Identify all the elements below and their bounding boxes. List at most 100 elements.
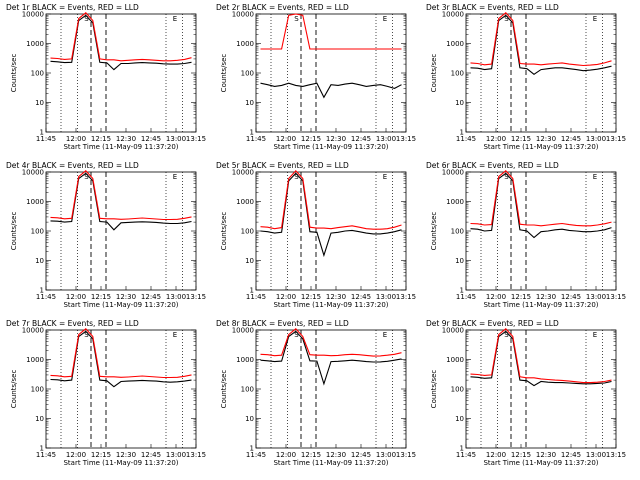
x-tick-label: 12:00 bbox=[486, 135, 506, 143]
y-tick-label: 10000 bbox=[232, 169, 254, 177]
x-tick-label: 11:45 bbox=[456, 135, 476, 143]
panel-title: Det 4r BLACK = Events, RED = LLD bbox=[6, 161, 139, 170]
y-tick-label: 1000 bbox=[26, 356, 44, 364]
y-tick-label: 10000 bbox=[442, 169, 464, 177]
y-tick-label: 100 bbox=[31, 228, 44, 236]
x-tick-label: 12:45 bbox=[141, 451, 161, 459]
x-tick-label: 13:00 bbox=[376, 451, 396, 459]
y-tick-label: 1 bbox=[250, 129, 254, 137]
panel-title: Det 6r BLACK = Events, RED = LLD bbox=[426, 161, 559, 170]
start-marker-label: S bbox=[84, 331, 89, 339]
x-tick-label: 12:00 bbox=[486, 451, 506, 459]
x-tick-label: 12:45 bbox=[351, 293, 371, 301]
x-tick-label: 12:15 bbox=[301, 451, 321, 459]
x-tick-label: 13:00 bbox=[586, 135, 606, 143]
x-axis-label: Start Time (11-May-09 11:37:20) bbox=[273, 301, 388, 309]
y-tick-label: 10000 bbox=[22, 327, 44, 335]
y-tick-label: 1000 bbox=[236, 40, 254, 48]
panel-9: Det 9r BLACK = Events, RED = LLD 1 10 100 10… bbox=[426, 319, 626, 467]
x-tick-label: 12:30 bbox=[116, 135, 136, 143]
y-tick-label: 100 bbox=[31, 386, 44, 394]
x-tick-label: 12:15 bbox=[91, 451, 111, 459]
x-tick-label: 12:30 bbox=[326, 293, 346, 301]
x-tick-label: 12:45 bbox=[561, 135, 581, 143]
x-tick-label: 13:15 bbox=[186, 293, 206, 301]
panel-title: Det 2r BLACK = Events, RED = LLD bbox=[216, 3, 349, 12]
x-tick-label: 12:00 bbox=[66, 451, 86, 459]
start-marker-label: S bbox=[504, 15, 509, 23]
x-tick-label: 13:00 bbox=[586, 293, 606, 301]
x-tick-label: 13:00 bbox=[166, 451, 186, 459]
x-tick-label: 12:00 bbox=[66, 293, 86, 301]
x-tick-label: 11:45 bbox=[246, 135, 266, 143]
lld-series-line bbox=[50, 12, 192, 62]
x-axis-label: Start Time (11-May-09 11:37:20) bbox=[273, 459, 388, 467]
x-tick-label: 12:45 bbox=[351, 135, 371, 143]
lld-series-line bbox=[260, 13, 402, 50]
x-axis-label: Start Time (11-May-09 11:37:20) bbox=[483, 459, 598, 467]
panel-title: Det 7r BLACK = Events, RED = LLD bbox=[6, 319, 139, 328]
x-axis-label: Start Time (11-May-09 11:37:20) bbox=[63, 301, 178, 309]
y-tick-label: 1000 bbox=[236, 356, 254, 364]
x-tick-label: 12:00 bbox=[276, 293, 296, 301]
panel-7: Det 7r BLACK = Events, RED = LLD 1 10 100 10… bbox=[6, 319, 206, 467]
lld-series-line bbox=[260, 328, 402, 357]
panel-5: Det 5r BLACK = Events, RED = LLD 1 10 100 10… bbox=[216, 161, 416, 309]
y-tick-label: 1000 bbox=[446, 40, 464, 48]
y-tick-label: 1 bbox=[40, 287, 44, 295]
x-tick-label: 13:15 bbox=[396, 451, 416, 459]
x-tick-label: 11:45 bbox=[456, 451, 476, 459]
events-series-line bbox=[260, 172, 402, 258]
plot-frame bbox=[465, 13, 617, 133]
x-tick-label: 12:15 bbox=[511, 135, 531, 143]
start-marker-label: S bbox=[294, 331, 299, 339]
x-tick-label: 12:45 bbox=[141, 293, 161, 301]
y-tick-label: 1 bbox=[460, 287, 464, 295]
lld-series-line bbox=[50, 170, 192, 221]
end-marker-label: E bbox=[593, 331, 597, 339]
end-marker-label: E bbox=[383, 15, 387, 23]
y-tick-label: 10000 bbox=[232, 11, 254, 19]
y-tick-label: 1 bbox=[40, 129, 44, 137]
y-tick-label: 1000 bbox=[236, 198, 254, 206]
start-marker-label: S bbox=[504, 173, 509, 181]
events-series-line bbox=[470, 330, 612, 387]
y-axis-label: Counts/sec bbox=[10, 370, 18, 409]
x-tick-label: 12:00 bbox=[276, 135, 296, 143]
panel-title: Det 1r BLACK = Events, RED = LLD bbox=[6, 3, 139, 12]
y-tick-label: 1000 bbox=[446, 198, 464, 206]
x-tick-label: 13:15 bbox=[396, 135, 416, 143]
end-marker-label: E bbox=[173, 15, 177, 23]
y-axis-label: Counts/sec bbox=[10, 54, 18, 93]
plot-frame bbox=[45, 13, 197, 133]
y-axis-label: Counts/sec bbox=[430, 212, 438, 251]
end-marker-label: E bbox=[593, 15, 597, 23]
y-tick-label: 1000 bbox=[26, 40, 44, 48]
y-tick-label: 10000 bbox=[22, 11, 44, 19]
plot-frame bbox=[45, 329, 197, 449]
panel-title: Det 3r BLACK = Events, RED = LLD bbox=[426, 3, 559, 12]
panel-title: Det 8r BLACK = Events, RED = LLD bbox=[216, 319, 349, 328]
y-axis-label: Counts/sec bbox=[430, 54, 438, 93]
y-axis-label: Counts/sec bbox=[220, 370, 228, 409]
x-tick-label: 13:00 bbox=[166, 293, 186, 301]
y-tick-label: 1000 bbox=[446, 356, 464, 364]
panel-8: Det 8r BLACK = Events, RED = LLD 1 10 100 10… bbox=[216, 319, 416, 467]
x-tick-label: 12:15 bbox=[511, 293, 531, 301]
x-tick-label: 13:15 bbox=[606, 293, 626, 301]
x-tick-label: 12:30 bbox=[536, 293, 556, 301]
y-axis-label: Counts/sec bbox=[430, 370, 438, 409]
panel-4: Det 4r BLACK = Events, RED = LLD 1 10 100 10… bbox=[6, 161, 206, 309]
y-tick-label: 10 bbox=[455, 257, 464, 265]
y-tick-label: 100 bbox=[241, 386, 254, 394]
y-axis-label: Counts/sec bbox=[220, 212, 228, 251]
x-tick-label: 12:45 bbox=[351, 451, 371, 459]
y-tick-label: 100 bbox=[451, 386, 464, 394]
y-tick-label: 100 bbox=[451, 70, 464, 78]
plot-frame bbox=[255, 329, 407, 449]
y-tick-label: 1000 bbox=[26, 198, 44, 206]
x-axis-label: Start Time (11-May-09 11:37:20) bbox=[63, 143, 178, 151]
end-marker-label: E bbox=[173, 331, 177, 339]
y-tick-label: 1 bbox=[460, 129, 464, 137]
